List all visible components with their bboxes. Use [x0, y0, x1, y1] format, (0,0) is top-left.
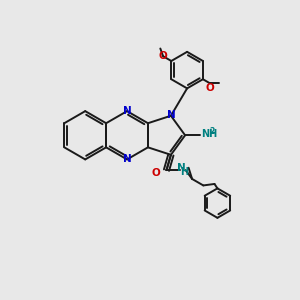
Text: O: O [159, 51, 167, 61]
Text: NH: NH [201, 129, 218, 139]
Text: 2: 2 [209, 128, 214, 136]
Text: H: H [180, 167, 188, 177]
Text: N: N [167, 110, 176, 120]
Text: N: N [123, 106, 131, 116]
Text: O: O [206, 83, 214, 93]
Text: O: O [152, 168, 161, 178]
Text: N: N [123, 154, 131, 164]
Text: N: N [177, 164, 185, 173]
